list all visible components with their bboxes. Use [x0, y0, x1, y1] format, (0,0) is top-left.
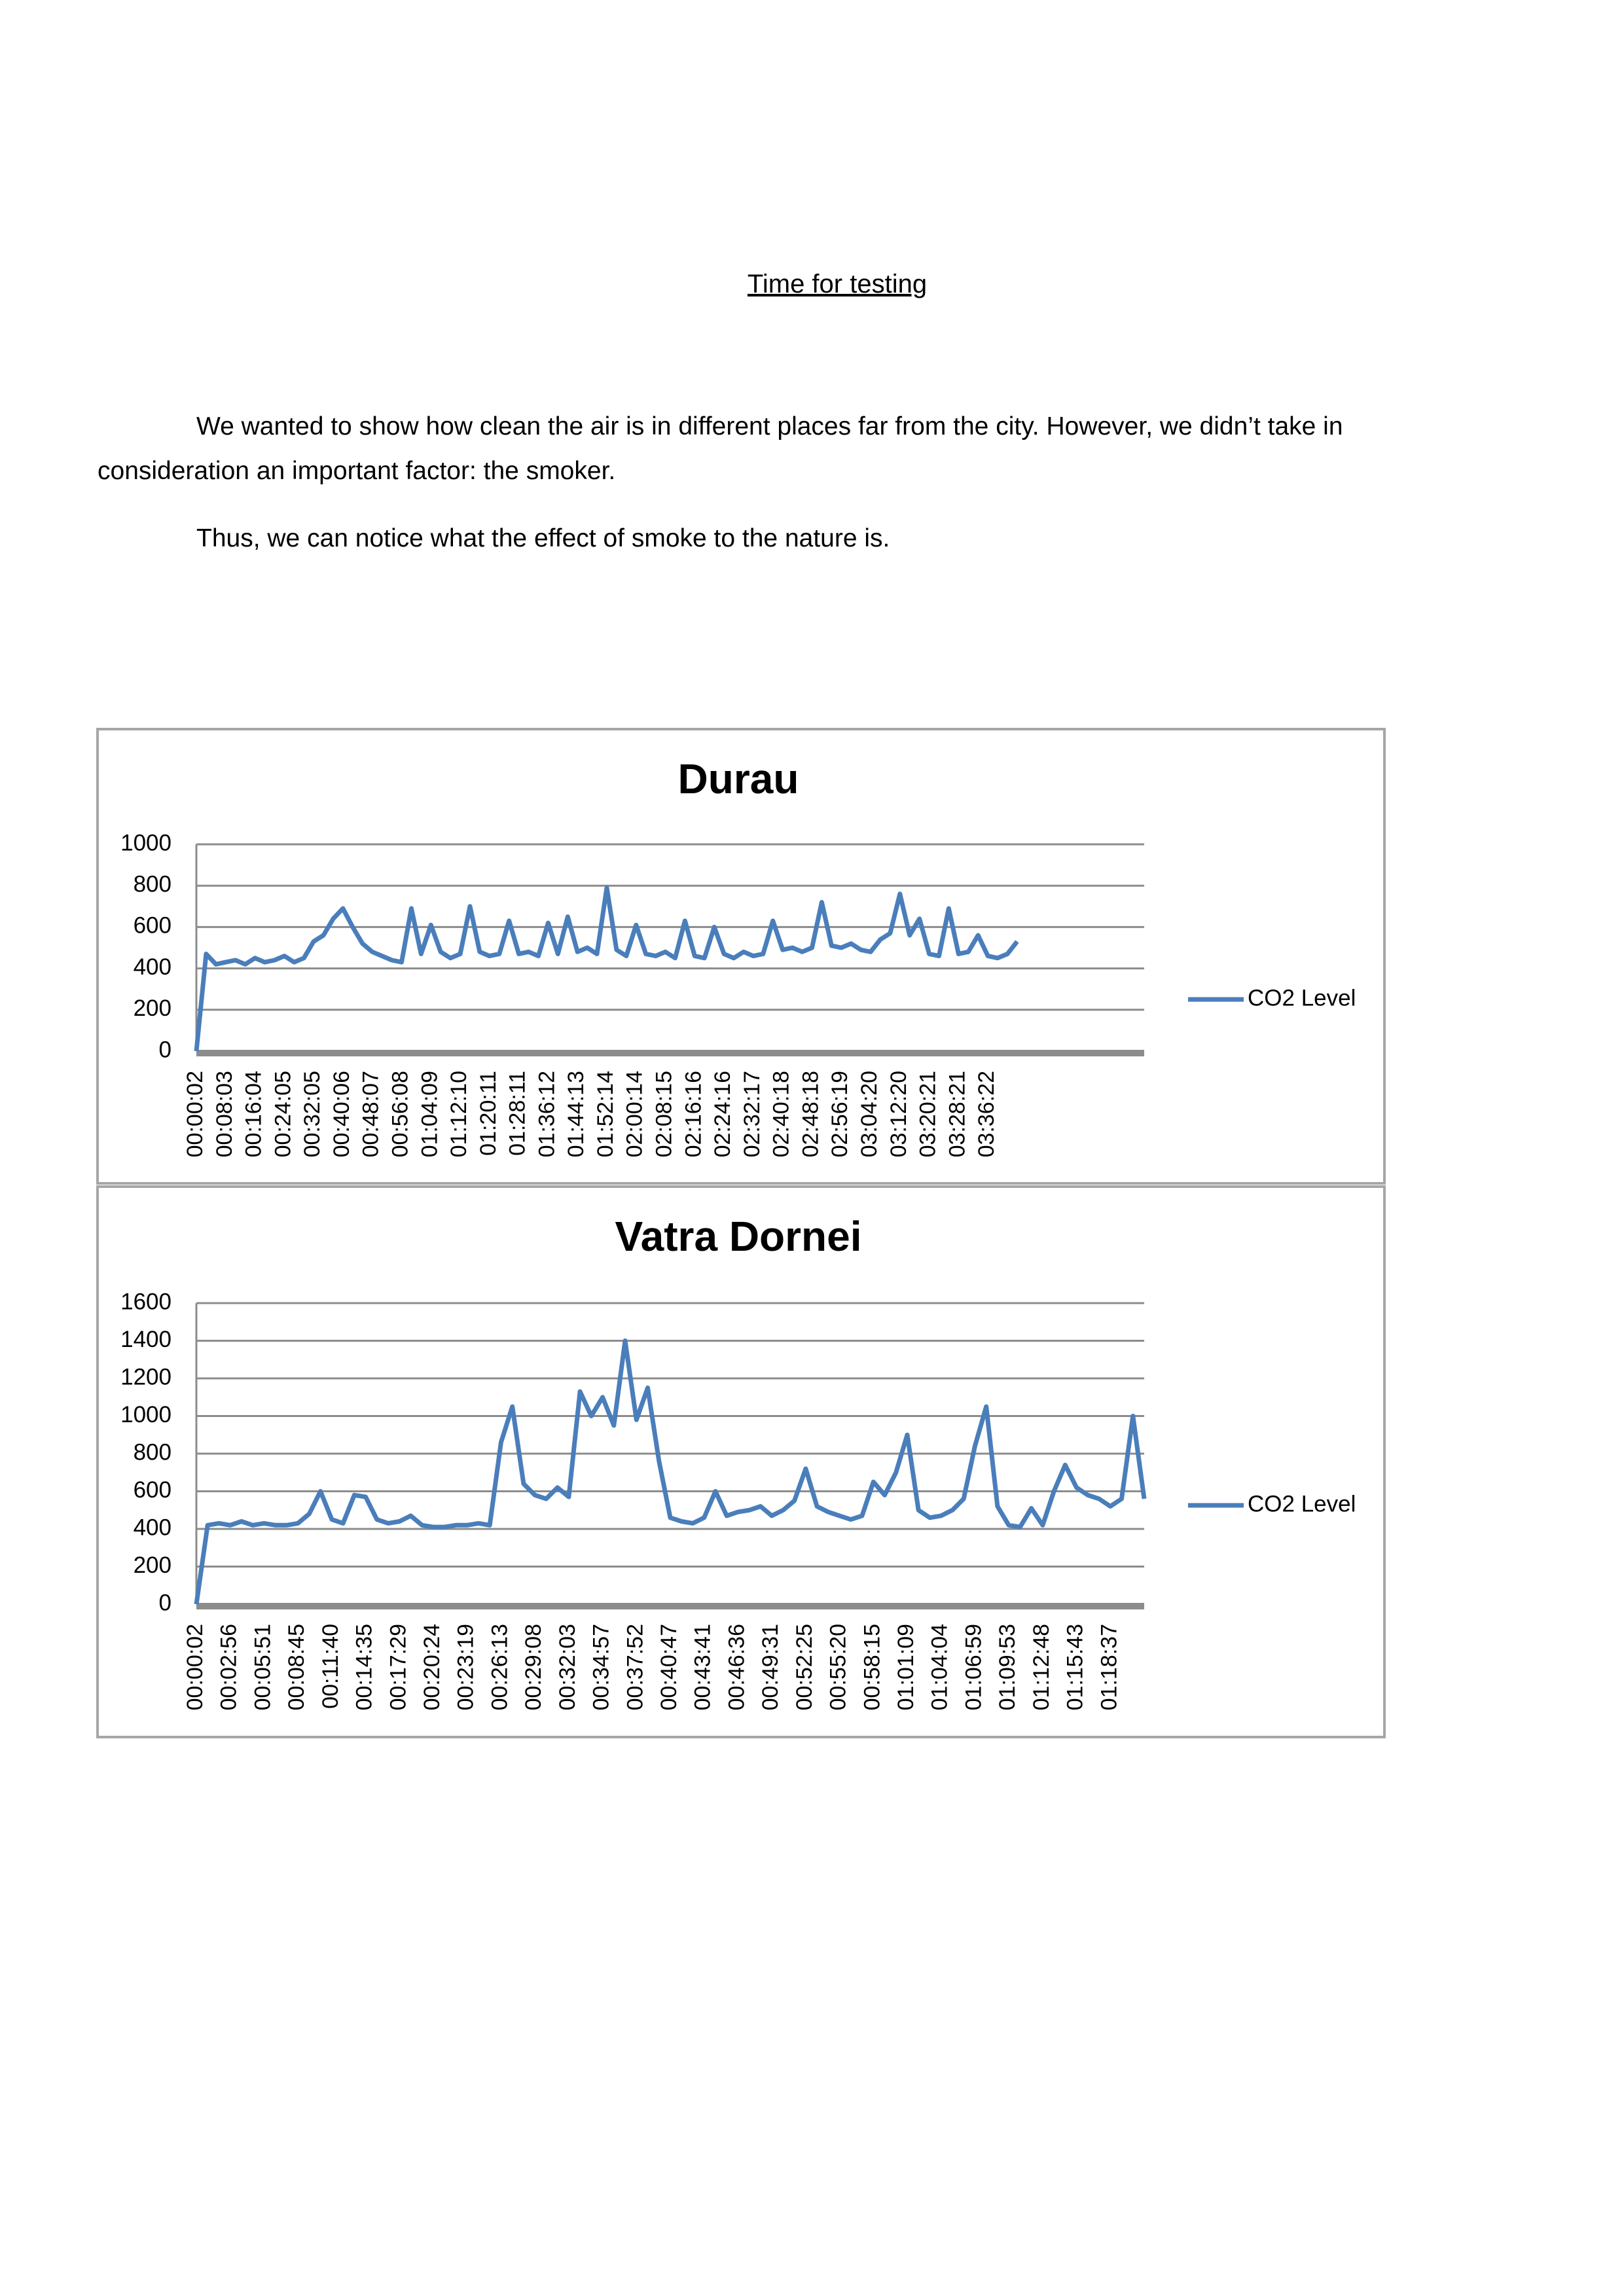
x-tick-label: 00:00:02 [183, 1624, 208, 1710]
x-tick-label: 01:15:43 [1063, 1624, 1088, 1710]
x-tick-label: 03:04:20 [857, 1071, 882, 1157]
x-tick-label: 01:52:14 [593, 1071, 618, 1157]
y-tick-label: 200 [134, 1552, 171, 1578]
chart-title: Vatra Dornei [615, 1213, 861, 1260]
x-tick-label: 00:23:19 [454, 1624, 478, 1710]
x-tick-label: 00:37:52 [623, 1624, 647, 1710]
x-tick-label: 00:32:05 [300, 1071, 325, 1157]
x-tick-label: 03:36:22 [974, 1071, 999, 1157]
x-tick-label: 00:46:36 [724, 1624, 749, 1710]
y-tick-label: 1000 [120, 830, 171, 855]
chart-title: Durau [678, 755, 799, 802]
x-tick-label: 02:00:14 [623, 1071, 647, 1157]
data-line [194, 885, 1019, 1052]
x-tick-label: 03:28:21 [945, 1071, 969, 1157]
x-tick-label: 00:20:24 [420, 1624, 444, 1710]
x-tick-label: 00:11:40 [318, 1624, 343, 1709]
y-tick-label: 400 [134, 1515, 171, 1540]
x-tick-label: 02:24:16 [710, 1071, 735, 1157]
x-tick-label: 00:49:31 [758, 1624, 783, 1710]
x-tick-label: 01:28:11 [505, 1071, 530, 1156]
x-tick-label: 01:36:12 [534, 1071, 559, 1157]
x-tick-label: 00:24:05 [270, 1071, 295, 1157]
y-tick-label: 600 [134, 913, 171, 939]
y-tick-label: 600 [134, 1477, 171, 1503]
x-tick-label: 02:16:16 [681, 1071, 706, 1157]
x-tick-label: 02:32:17 [740, 1071, 765, 1157]
x-tick-label: 02:56:19 [827, 1071, 852, 1157]
x-tick-label: 00:02:56 [217, 1624, 242, 1710]
y-tick-label: 0 [159, 1590, 171, 1615]
x-tick-label: 01:04:09 [417, 1071, 442, 1157]
x-tick-label: 00:16:04 [242, 1071, 266, 1157]
y-tick-label: 1400 [120, 1327, 171, 1352]
x-tick-label: 00:55:20 [826, 1624, 851, 1710]
x-tick-label: 00:52:25 [792, 1624, 817, 1710]
x-tick-label: 01:12:48 [1029, 1624, 1054, 1710]
x-tick-label: 01:01:09 [893, 1624, 918, 1710]
x-tick-label: 01:44:13 [564, 1071, 588, 1157]
y-tick-label: 400 [134, 954, 171, 980]
x-tick-label: 00:05:51 [250, 1624, 275, 1710]
x-tick-label: 00:40:47 [657, 1624, 681, 1710]
x-axis [196, 1603, 1144, 1609]
x-tick-label: 00:00:02 [183, 1071, 208, 1157]
x-tick-label: 00:43:41 [691, 1624, 715, 1710]
x-tick-label: 00:48:07 [359, 1071, 384, 1157]
x-tick-label: 00:34:57 [589, 1624, 614, 1710]
x-tick-label: 02:48:18 [798, 1071, 823, 1157]
data-line [194, 1338, 1147, 1605]
y-tick-label: 200 [134, 996, 171, 1021]
paragraph: We wanted to show how clean the air is i… [98, 412, 1343, 485]
legend-label: CO2 Level [1248, 1491, 1356, 1516]
x-tick-label: 00:40:06 [329, 1071, 354, 1157]
x-tick-label: 01:06:59 [961, 1624, 986, 1710]
y-tick-label: 1600 [120, 1289, 171, 1314]
x-tick-label: 01:18:37 [1096, 1624, 1121, 1710]
x-tick-label: 03:12:20 [886, 1071, 911, 1157]
x-tick-label: 01:09:53 [995, 1624, 1020, 1710]
x-tick-label: 03:20:21 [916, 1071, 941, 1157]
y-tick-label: 1000 [120, 1402, 171, 1427]
x-tick-label: 00:56:08 [388, 1071, 412, 1157]
y-tick-label: 0 [159, 1037, 171, 1062]
x-tick-label: 00:08:03 [212, 1071, 237, 1157]
x-tick-label: 00:08:45 [284, 1624, 309, 1710]
chart-border [96, 1185, 1386, 1738]
chart-border [96, 728, 1386, 1185]
x-tick-label: 00:29:08 [521, 1624, 546, 1710]
legend-label: CO2 Level [1248, 985, 1356, 1011]
x-tick-label: 01:12:10 [446, 1071, 471, 1157]
x-axis [196, 1050, 1144, 1056]
paragraph: Thus, we can notice what the effect of s… [196, 524, 890, 552]
x-tick-label: 01:20:11 [476, 1071, 501, 1156]
y-tick-label: 800 [134, 1439, 171, 1465]
x-tick-label: 00:32:03 [555, 1624, 580, 1710]
y-tick-label: 800 [134, 871, 171, 897]
x-tick-label: 00:58:15 [859, 1624, 884, 1710]
y-tick-label: 1200 [120, 1364, 171, 1390]
x-tick-label: 02:08:15 [652, 1071, 677, 1157]
x-tick-label: 02:40:18 [769, 1071, 794, 1157]
x-tick-label: 00:14:35 [352, 1624, 377, 1710]
x-tick-label: 00:17:29 [386, 1624, 410, 1710]
heading: Time for testing [747, 270, 928, 298]
x-tick-label: 01:04:04 [928, 1624, 952, 1710]
x-tick-label: 00:26:13 [487, 1624, 512, 1710]
